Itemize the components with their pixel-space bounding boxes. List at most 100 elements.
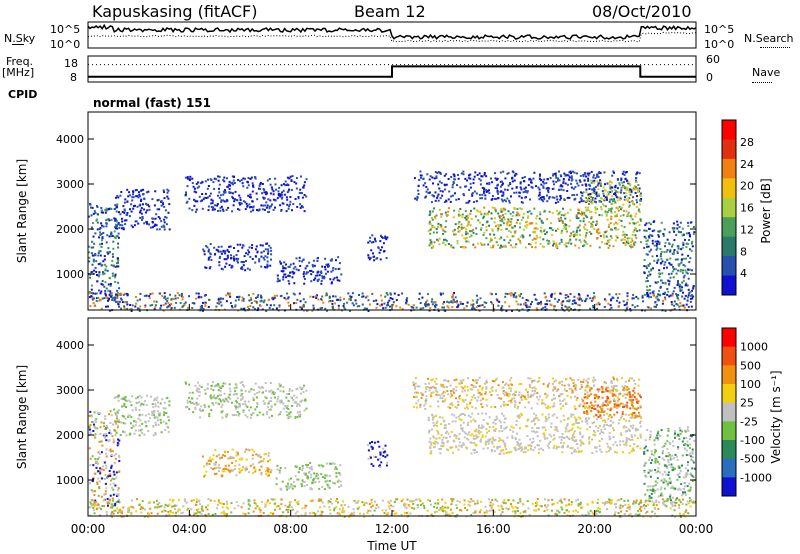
scatter-cell [100, 222, 103, 225]
scatter-cell [115, 413, 118, 416]
scatter-cell [105, 433, 108, 435]
scatter-cell [181, 295, 184, 298]
scatter-cell [543, 426, 546, 429]
scatter-cell [234, 464, 237, 467]
scatter-cell [643, 265, 646, 268]
scatter-cell [581, 420, 584, 423]
scatter-cell [134, 406, 137, 409]
scatter-cell [303, 384, 305, 387]
scatter-cell [645, 265, 648, 268]
scatter-cell [115, 295, 117, 298]
scatter-cell [90, 226, 93, 229]
scatter-cell [509, 231, 512, 234]
scatter-cell [299, 203, 302, 206]
scatter-cell [153, 225, 156, 227]
scatter-cell [488, 183, 491, 186]
scatter-cell [107, 252, 110, 255]
scatter-cell [138, 409, 141, 412]
scatter-cell [607, 246, 610, 249]
scatter-cell [112, 423, 114, 426]
scatter-cell [443, 400, 446, 403]
scatter-cell [99, 426, 102, 429]
scatter-cell [92, 212, 95, 215]
scatter-cell [145, 403, 148, 406]
scatter-cell [238, 412, 241, 415]
scatter-cell [429, 386, 432, 389]
scatter-cell [456, 242, 459, 245]
scatter-cell [651, 230, 654, 233]
scatter-cell [126, 213, 129, 216]
scatter-cell [573, 436, 576, 438]
scatter-cell [669, 294, 672, 297]
scatter-cell [436, 172, 439, 174]
scatter-cell [535, 222, 538, 225]
scatter-cell [475, 227, 478, 230]
scatter-cell [397, 294, 400, 296]
scatter-cell [239, 203, 241, 206]
scatter-cell [174, 297, 177, 300]
scatter-cell [501, 194, 504, 197]
scatter-cell [475, 200, 478, 203]
scatter-cell [104, 415, 107, 418]
scatter-cell [469, 401, 472, 404]
scatter-cell [286, 203, 289, 206]
scatter-cell [555, 180, 558, 183]
scatter-cell [501, 218, 504, 221]
scatter-cell [238, 194, 241, 197]
scatter-cell [686, 299, 689, 302]
scatter-cell [621, 377, 623, 380]
scatter-cell [452, 181, 455, 183]
scatter-cell [591, 188, 594, 191]
scatter-cell [101, 236, 104, 239]
scatter-cell [145, 421, 147, 424]
scatter-cell [362, 295, 365, 298]
scatter-cell [138, 195, 141, 198]
scatter-cell [266, 265, 269, 268]
scatter-cell [158, 217, 161, 220]
scatter-cell [163, 205, 166, 208]
scatter-cell [245, 202, 248, 205]
scatter-cell [528, 383, 531, 386]
scatter-cell [266, 256, 269, 259]
scatter-cell [234, 390, 237, 393]
scatter-cell [303, 181, 306, 184]
scatter-cell [611, 296, 614, 299]
scatter-cell [505, 392, 508, 395]
scatter-cell [602, 186, 605, 189]
scatter-cell [270, 249, 273, 252]
scatter-cell [162, 189, 165, 192]
scatter-cell [626, 180, 629, 183]
scatter-cell [420, 396, 423, 399]
scatter-cell [336, 480, 339, 483]
scatter-cell [527, 215, 530, 218]
scatter-cell [243, 255, 246, 258]
scatter-cell [266, 179, 269, 182]
scatter-cell [483, 172, 486, 174]
scatter-cell [504, 244, 507, 247]
scatter-cell [513, 191, 516, 194]
scatter-cell [178, 294, 181, 297]
scatter-cell [274, 206, 276, 209]
scatter-cell [197, 181, 200, 184]
scatter-cell [559, 399, 561, 402]
scatter-cell [237, 453, 240, 456]
scatter-cell [364, 307, 367, 310]
scatter-cell [438, 187, 441, 190]
scatter-cell [491, 195, 494, 197]
scatter-cell [560, 216, 562, 219]
scatter-cell [618, 405, 621, 408]
scatter-cell [508, 230, 511, 232]
scatter-cell [570, 186, 573, 189]
scatter-cell [296, 415, 299, 418]
scatter-cell [521, 234, 524, 237]
scatter-cell [567, 430, 570, 433]
scatter-cell [252, 306, 255, 309]
scatter-cell [367, 254, 370, 257]
scatter-cell [601, 214, 604, 217]
scatter-cell [478, 193, 481, 196]
scatter-cell [513, 231, 516, 234]
scatter-cell [464, 246, 467, 249]
scatter-cell [580, 298, 582, 301]
scatter-cell [559, 393, 562, 396]
scatter-cell [316, 260, 319, 262]
